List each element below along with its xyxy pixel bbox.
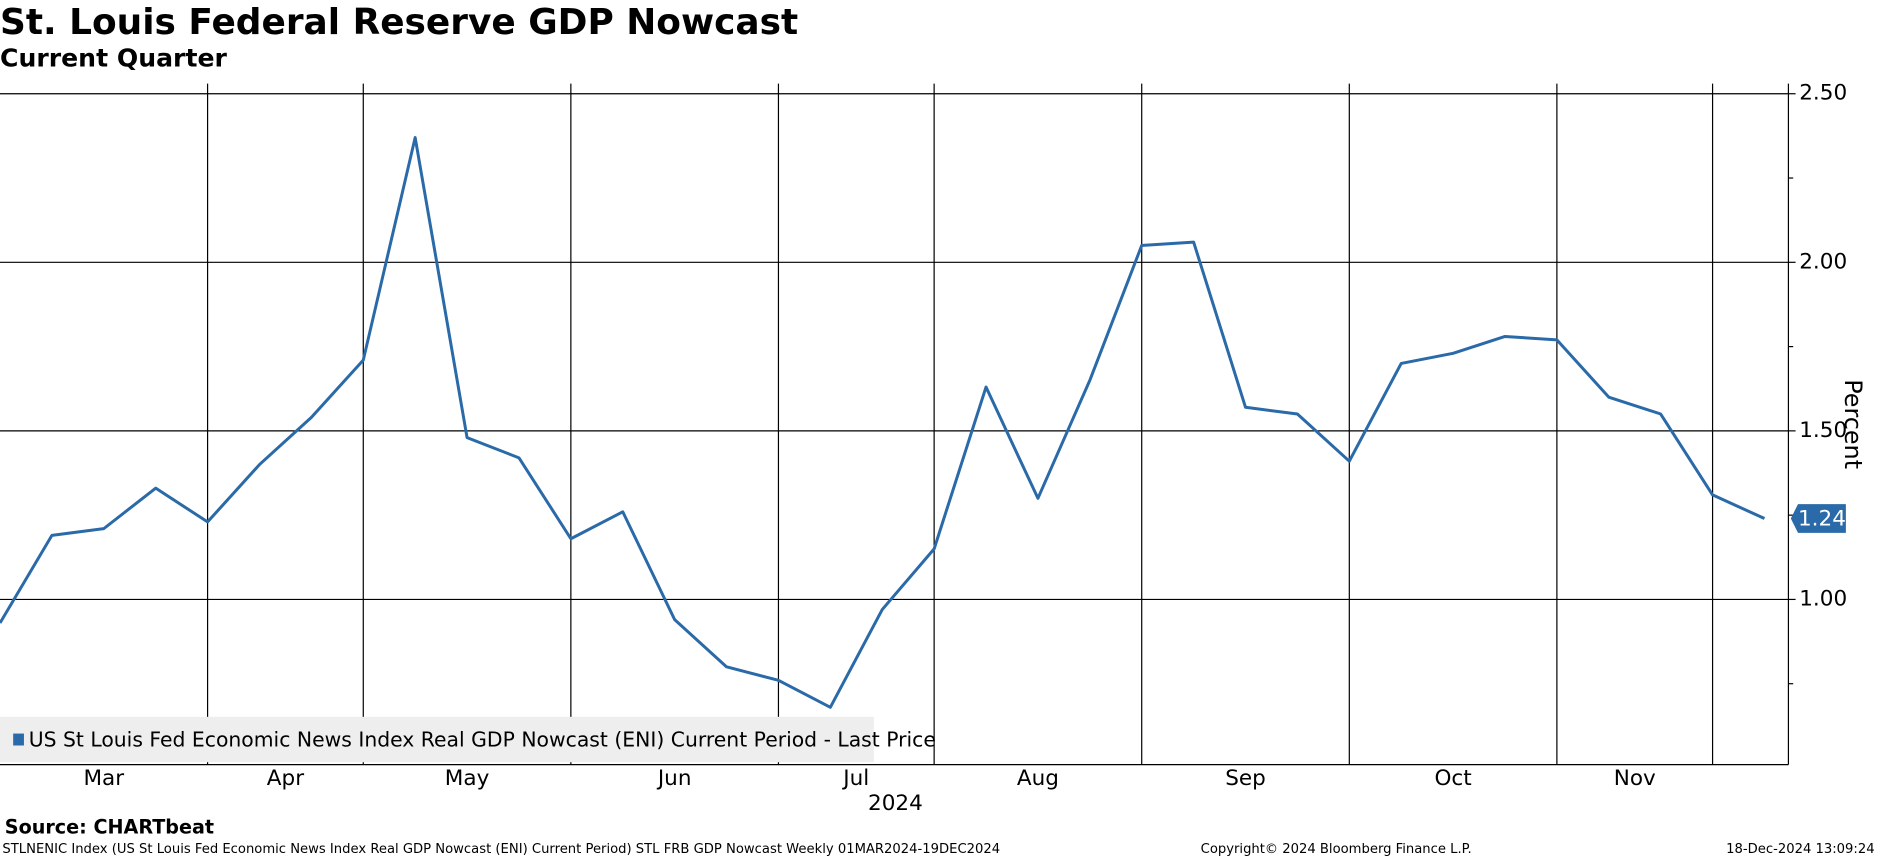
x-tick-label: Apr bbox=[267, 766, 304, 791]
x-tick-label: Jul bbox=[841, 766, 869, 791]
legend-box bbox=[0, 716, 874, 763]
x-tick-label: Oct bbox=[1434, 766, 1471, 791]
last-value-label: 1.24 bbox=[1798, 507, 1846, 532]
x-tick-label: Jun bbox=[656, 766, 692, 791]
y-tick-label: 2.00 bbox=[1799, 249, 1847, 274]
data-line bbox=[0, 136, 1766, 709]
year-label: 2024 bbox=[868, 791, 923, 816]
y-tick-label: 1.00 bbox=[1799, 586, 1847, 611]
legend-swatch bbox=[13, 733, 24, 746]
x-tick-label: Mar bbox=[83, 766, 124, 791]
x-tick-label: Sep bbox=[1225, 766, 1266, 791]
last-value-tag bbox=[1790, 504, 1846, 533]
y-axis-label: Percent bbox=[1839, 379, 1867, 469]
source: Source: CHARTbeat bbox=[5, 815, 214, 838]
footer-center: Copyright© 2024 Bloomberg Finance L.P. bbox=[1201, 842, 1472, 857]
y-tick-label: 1.50 bbox=[1799, 418, 1847, 443]
footer-left: STLNENIC Index (US St Louis Fed Economic… bbox=[2, 842, 1000, 857]
y-tick-label: 2.50 bbox=[1799, 81, 1847, 106]
chart-title: St. Louis Federal Reserve GDP Nowcast bbox=[0, 2, 798, 43]
x-tick-label: Aug bbox=[1017, 766, 1059, 791]
x-tick-label: May bbox=[445, 766, 490, 791]
legend: US St Louis Fed Economic News Index Real… bbox=[0, 716, 936, 763]
chart-subtitle: Current Quarter bbox=[0, 44, 228, 73]
footer-right: 18-Dec-2024 13:09:24 bbox=[1726, 842, 1874, 857]
x-tick-label: Nov bbox=[1614, 766, 1656, 791]
legend-label: US St Louis Fed Economic News Index Real… bbox=[29, 728, 936, 752]
